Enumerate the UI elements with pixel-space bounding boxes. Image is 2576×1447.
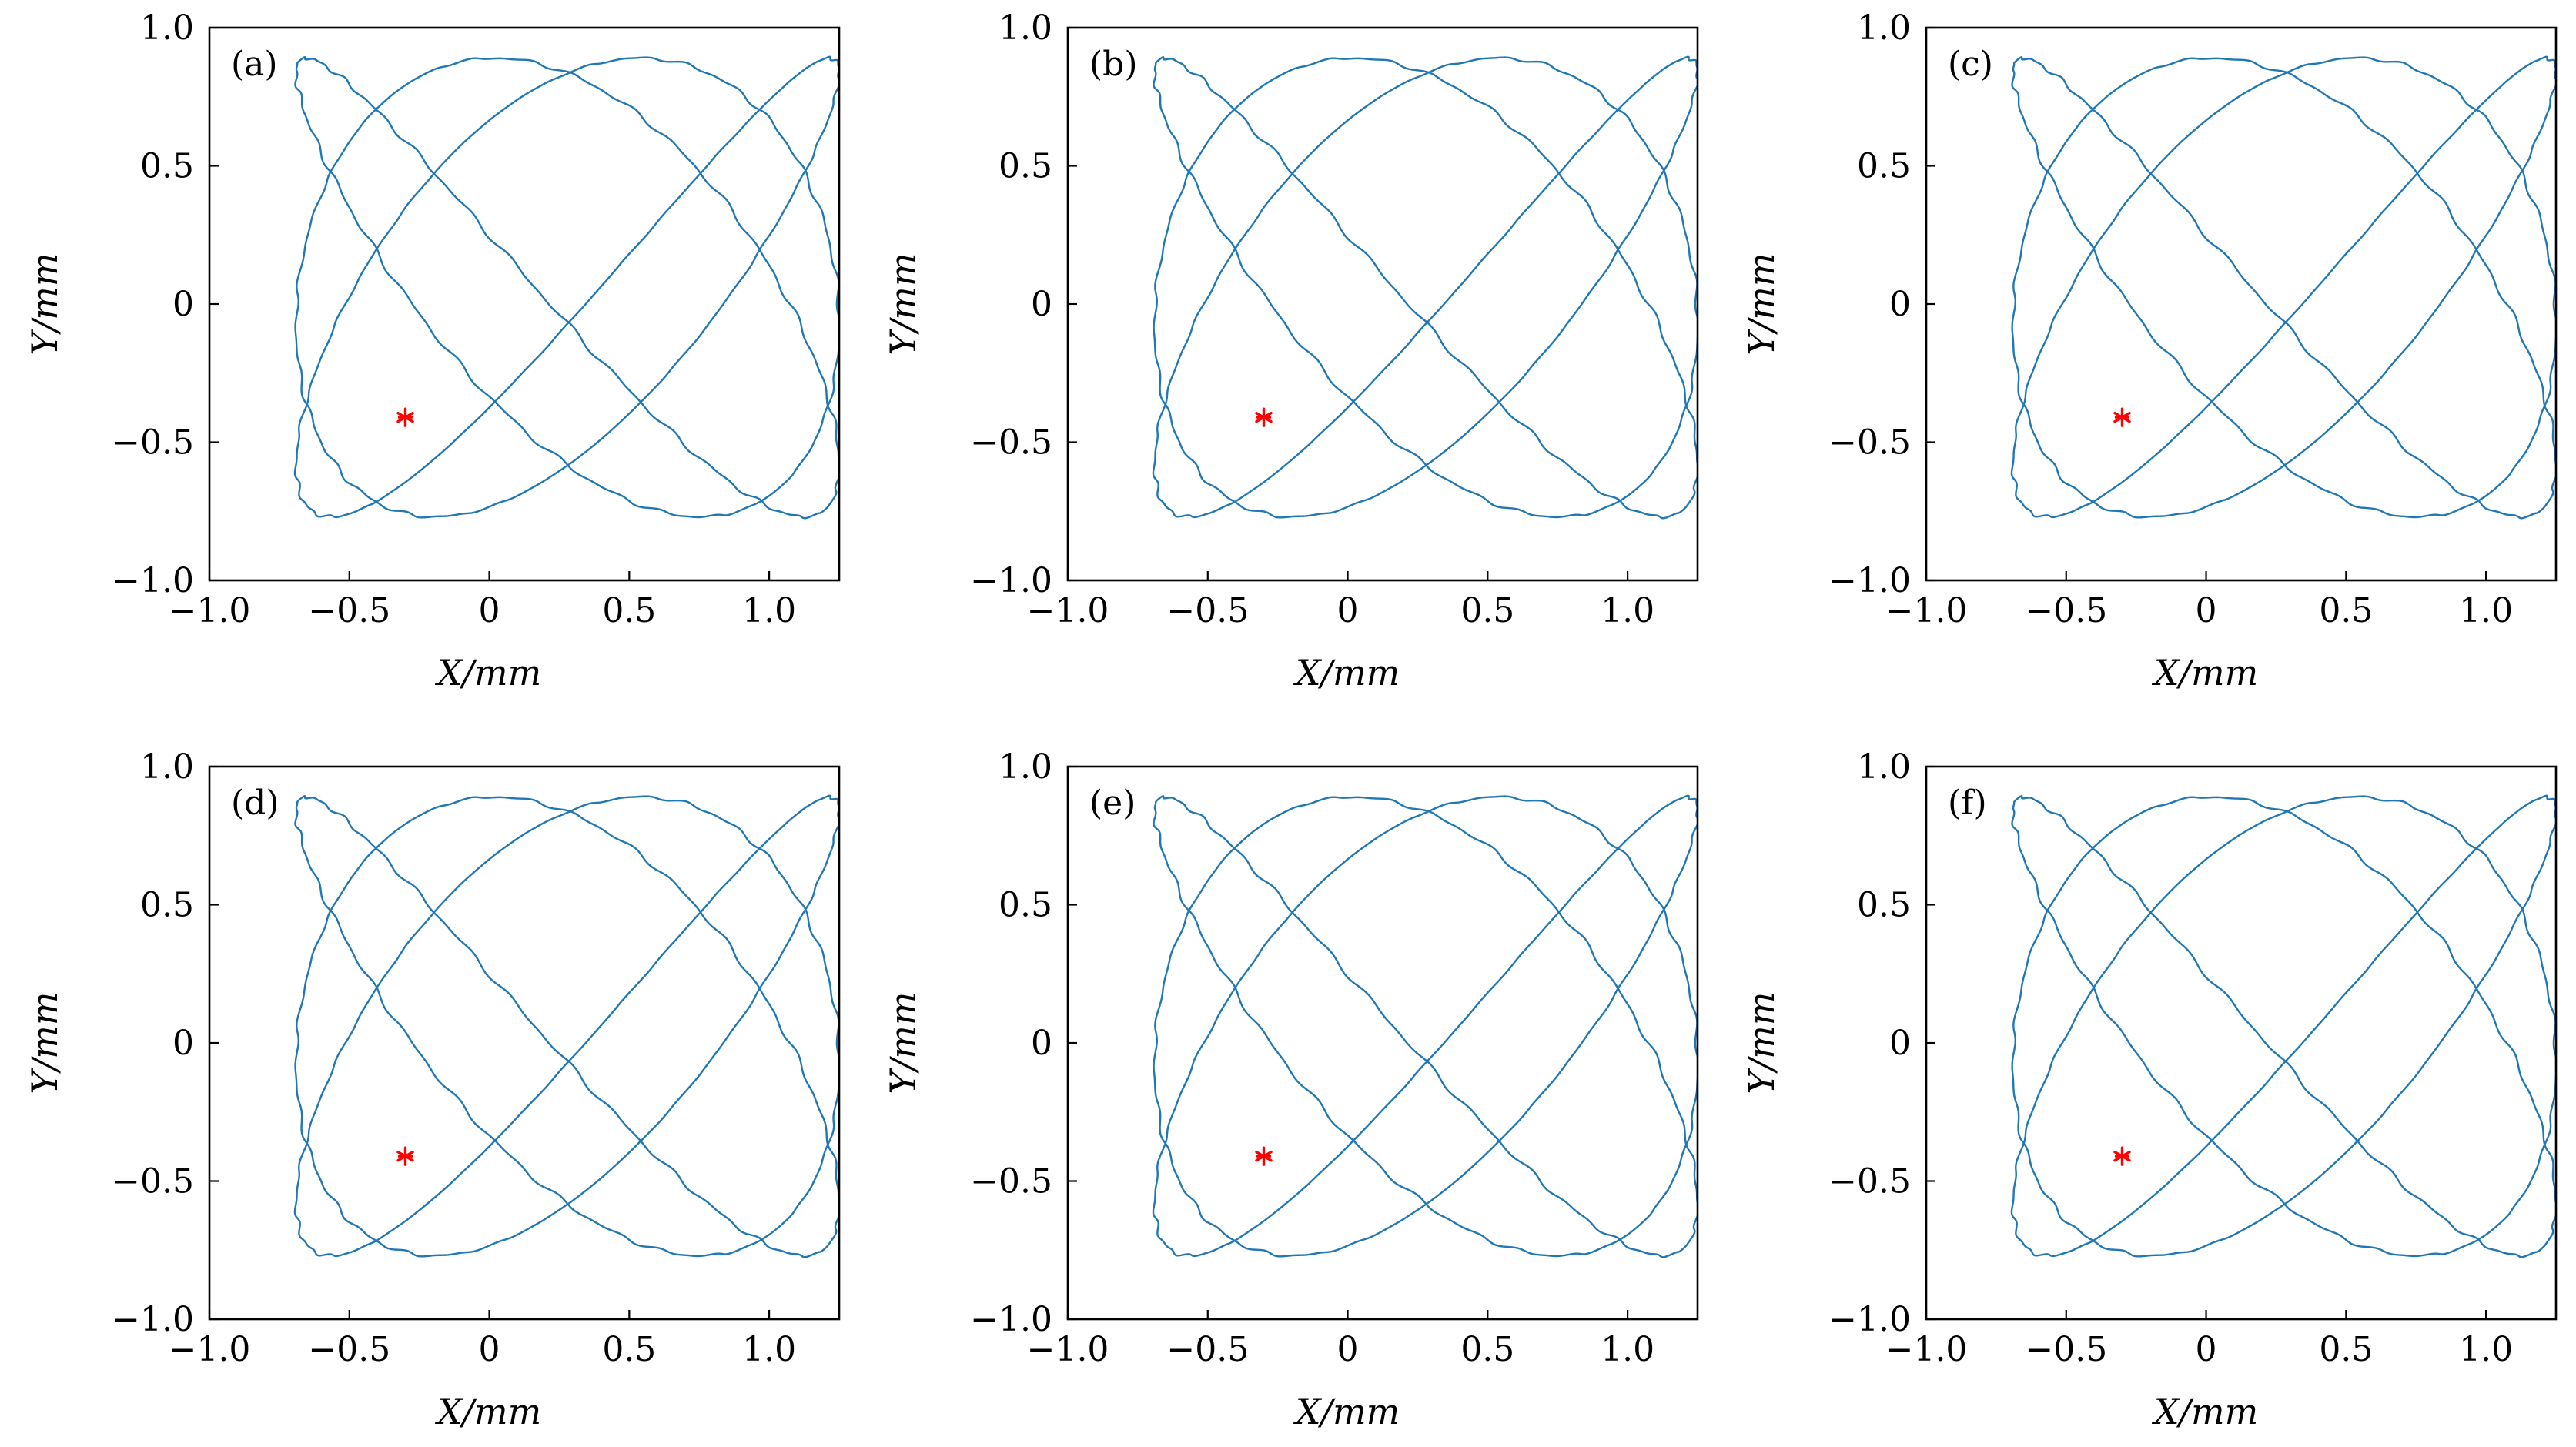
x-axis-label: X/mm [435,1391,541,1432]
x-tick-label: 0.5 [2319,1330,2373,1369]
x-tick-label: 0 [1337,1330,1359,1369]
x-tick-label: 0.5 [2319,591,2373,630]
x-tick-label: 1.0 [2459,591,2513,630]
y-tick-label: 0.5 [1857,147,1911,186]
y-tick-label: 0 [1031,1024,1052,1063]
y-axis-label: Y/mm [882,991,924,1094]
x-tick-label: 0 [2196,591,2217,630]
x-tick-label: 0.5 [602,591,656,630]
start-point-marker [2113,407,2131,427]
y-tick-label: 1.0 [999,8,1052,48]
trajectory-line [1152,55,1698,520]
y-tick-label: 0 [1889,285,1911,324]
x-tick-label: −1.0 [1027,591,1109,630]
y-axis-label: Y/mm [24,252,65,355]
start-point-marker [396,407,414,427]
y-tick-label: −1.0 [1828,561,1911,600]
trajectory-line [1152,794,1698,1258]
x-tick-label: 1.0 [742,591,796,630]
y-tick-label: 0 [172,285,194,324]
y-tick-label: −1.0 [112,561,194,600]
x-tick-label: 0.5 [1460,591,1514,630]
y-tick-label: 1.0 [1857,747,1911,787]
x-axis-label: X/mm [1293,1391,1400,1432]
y-tick-label: 0.5 [140,147,194,186]
y-axis-label: Y/mm [1741,252,1782,355]
y-tick-label: −1.0 [112,1300,194,1339]
x-tick-label: −0.5 [308,1330,390,1369]
start-point-marker [396,1146,414,1166]
y-tick-label: 0.5 [999,886,1052,925]
panel-e: −1.0 −0.5 0 0.5 1.0 −1.0 −0.5 0 0.5 1.0 (e) X/mm Y/m… [882,747,1699,1432]
y-tick-label: −1.0 [970,1300,1052,1339]
x-axis-label: X/mm [2152,1391,2258,1432]
y-tick-label: 0.5 [999,147,1052,186]
y-tick-label: −1.0 [970,561,1052,600]
x-tick-label: −0.5 [2025,591,2107,630]
y-tick-label: −0.5 [112,423,194,463]
y-tick-label: 0.5 [1857,886,1911,925]
y-tick-label: −0.5 [1828,1162,1911,1201]
panel-b: −1.0 −0.5 0 0.5 1.0 −1.0 −0.5 0 0.5 1.0 (b) X/mm Y/m… [882,8,1699,693]
y-tick-label: −0.5 [1828,423,1911,463]
x-tick-label: 1.0 [1601,1330,1654,1369]
y-tick-label: 1.0 [140,747,194,787]
panel-label: (a) [231,45,278,84]
x-axis-label: X/mm [435,652,541,693]
start-point-marker [1255,407,1273,427]
trajectory-line [2010,794,2556,1258]
x-tick-label: −1.0 [169,1330,251,1369]
y-axis-label: Y/mm [1741,991,1782,1094]
y-axis-label: Y/mm [24,991,65,1094]
panel-a: −1.0 −0.5 0 0.5 1.0 −1.0 −0.5 0 0.5 1.0 (a) X/mm Y/m… [24,8,841,693]
panel-label: (d) [231,784,279,823]
start-point-marker [2113,1146,2131,1166]
panel-d: −1.0 −0.5 0 0.5 1.0 −1.0 −0.5 0 0.5 1.0 (d) X/mm Y/m… [24,747,841,1432]
y-tick-label: 1.0 [999,747,1052,787]
x-axis-label: X/mm [1293,652,1400,693]
y-tick-label: 1.0 [140,8,194,48]
x-tick-label: 0.5 [1460,1330,1514,1369]
y-tick-label: −1.0 [1828,1300,1911,1339]
x-tick-label: 1.0 [1601,591,1654,630]
panel-label: (f) [1948,784,1987,823]
x-tick-label: −0.5 [1166,1330,1249,1369]
y-tick-label: −0.5 [970,1162,1052,1201]
x-tick-label: −0.5 [1166,591,1249,630]
trajectory-line [2010,55,2556,520]
x-tick-label: 0 [1337,591,1359,630]
panel-label: (c) [1948,45,1993,84]
y-axis-label: Y/mm [882,252,924,355]
x-tick-label: −1.0 [1885,1330,1968,1369]
x-axis-label: X/mm [2152,652,2258,693]
start-point-marker [1255,1146,1273,1166]
x-tick-label: 0 [2196,1330,2217,1369]
panel-f: −1.0 −0.5 0 0.5 1.0 −1.0 −0.5 0 0.5 1.0 (f) X/mm Y/m… [1741,747,2558,1432]
x-tick-label: −0.5 [308,591,390,630]
x-tick-label: −1.0 [1027,1330,1109,1369]
y-tick-label: 0 [1031,285,1052,324]
x-tick-label: 1.0 [742,1330,796,1369]
panel-c: −1.0 −0.5 0 0.5 1.0 −1.0 −0.5 0 0.5 1.0 (c) X/mm Y/m… [1741,8,2558,693]
y-tick-label: −0.5 [112,1162,194,1201]
x-tick-label: −1.0 [1885,591,1968,630]
panel-label: (e) [1089,784,1136,823]
x-tick-label: −0.5 [2025,1330,2107,1369]
x-tick-label: 0 [479,1330,500,1369]
y-tick-label: 0 [172,1024,194,1063]
x-tick-label: 0 [479,591,500,630]
trajectory-line [293,794,839,1258]
panel-label: (b) [1089,45,1138,84]
x-tick-label: 0.5 [602,1330,656,1369]
y-tick-label: 1.0 [1857,8,1911,48]
x-tick-label: −1.0 [169,591,251,630]
y-tick-label: 0.5 [140,886,194,925]
y-tick-label: −0.5 [970,423,1052,463]
trajectory-line [293,55,839,520]
x-tick-label: 1.0 [2459,1330,2513,1369]
y-tick-label: 0 [1889,1024,1911,1063]
